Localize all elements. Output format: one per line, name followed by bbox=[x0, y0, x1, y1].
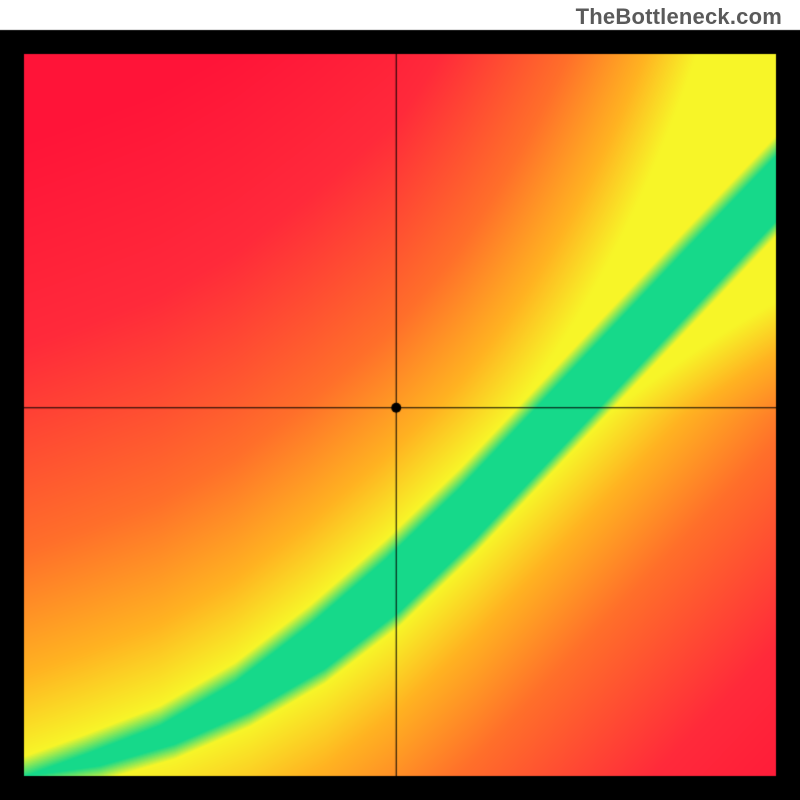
heatmap-canvas bbox=[0, 0, 800, 800]
chart-container: TheBottleneck.com bbox=[0, 0, 800, 800]
watermark-text: TheBottleneck.com bbox=[576, 4, 782, 30]
